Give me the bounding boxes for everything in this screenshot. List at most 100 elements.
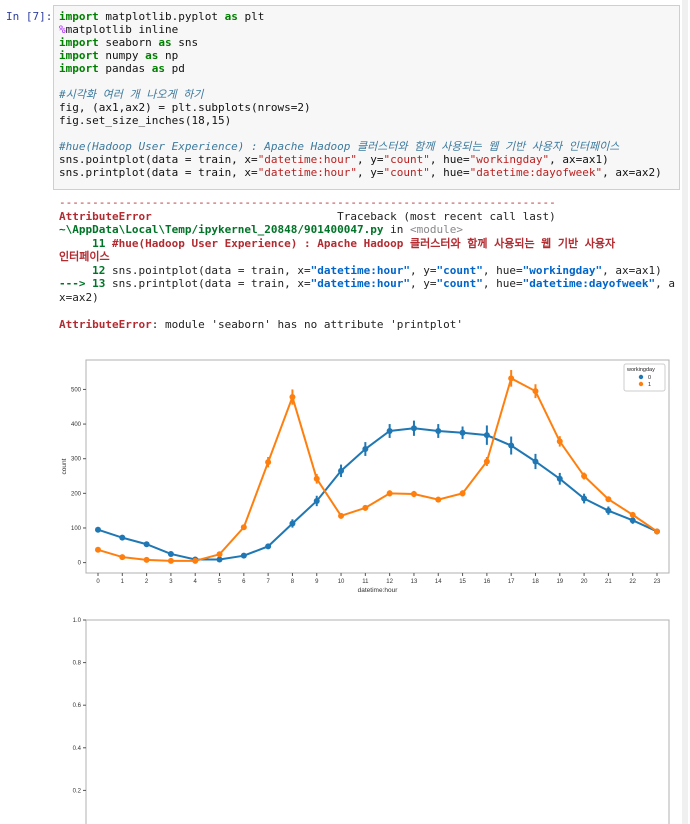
data-point [289,520,296,527]
data-point [581,495,588,502]
x-tick-label: 23 [654,579,661,585]
code-token: as [224,10,238,23]
data-point [265,459,272,466]
out-token: , a [655,277,675,290]
out-token: "count" [436,277,483,290]
y-tick-label: 200 [71,491,82,497]
out-token: sns.pointplot(data = train, x= [111,263,311,277]
legend-marker [638,381,644,387]
y-tick-label: 1.0 [73,618,82,624]
x-tick-label: 3 [169,579,173,585]
out-line: AttributeError Traceback (most recent ca… [59,210,675,224]
plot-area [85,359,670,574]
data-point [362,446,369,453]
y-tick-label: 0.8 [73,661,82,667]
data-point [556,475,563,482]
data-point [240,524,247,531]
code-token: #hue(Hadoop User Experience) : Apache Ha… [59,140,620,153]
out-token: , hue= [482,277,523,290]
legend-box [623,363,666,392]
x-tick-label: 9 [315,579,319,585]
x-tick-label: 4 [194,579,198,585]
code-line: sns.printplot(data = train, x="datetime:… [59,166,662,179]
x-tick-label: 19 [556,579,563,585]
data-point [629,517,636,524]
data-point [629,511,636,518]
out-line: ---> 13 sns.printplot(data = train, x="d… [59,277,675,291]
data-point [167,557,174,564]
out-token: "datetime:hour" [310,263,411,277]
y-tick-label: 100 [71,526,82,532]
out-token: #hue(Hadoop User Experience) : Apache Ha… [111,236,616,250]
out-line: AttributeError: module 'seaborn' has no … [59,318,675,332]
out-token: "workingday" [522,263,603,277]
code-token: "datetime:hour" [257,153,358,166]
data-point [386,428,393,434]
out-token: , y= [410,277,437,290]
x-axis-label: datetime:hour [358,587,399,594]
y-tick-label: 400 [71,422,82,428]
code-line: import pandas as pd [59,62,662,75]
data-point [605,507,612,514]
y-tick-label: 300 [71,457,82,463]
x-tick-label: 0 [96,579,100,585]
data-point [240,552,247,559]
legend-title: workingday [626,367,655,373]
data-point [556,438,563,445]
x-tick-label: 15 [459,579,466,585]
data-point [435,496,442,503]
code-token: pandas [98,62,152,75]
x-tick-label: 8 [291,579,295,585]
y-tick-label: 0.6 [73,703,82,709]
x-tick-label: 7 [266,579,270,585]
out-token: sns.printplot(data = train, x= [111,277,311,290]
code-token: fig.set_size_inches(18,15) [59,114,232,127]
x-tick-label: 13 [411,579,418,585]
page-scrollbar[interactable] [682,0,688,824]
code-cell[interactable]: import matplotlib.pyplot as plt %matplotl… [53,5,680,190]
out-line: 11 #hue(Hadoop User Experience) : Apache… [59,237,675,251]
code-line: %matplotlib inline [59,23,662,36]
x-tick-label: 11 [362,579,369,585]
series-line-1 [97,376,658,562]
data-point [459,490,466,497]
code-line: import matplotlib.pyplot as plt [59,10,662,23]
code-line [59,75,662,88]
code-token: "count" [383,153,430,166]
legend-entry: 1 [648,382,651,388]
data-point [192,557,199,564]
out-token: x=ax2) [59,290,99,304]
code-token: pd [164,62,185,75]
code-line: fig, (ax1,ax2) = plt.subplots(nrows=2) [59,101,662,114]
data-point [313,497,320,504]
y-axis-label: count [61,458,68,474]
data-point [483,432,490,439]
x-tick-label: 17 [508,579,515,585]
out-token: ---> 13 [59,277,112,290]
data-point [95,546,101,553]
code-line: #시각화 여러 개 나오게 하기 [59,88,662,101]
code-token: sns.printplot(data = train, x= [59,166,258,179]
code-token: #시각화 여러 개 나오게 하기 [59,88,204,101]
legend-marker [638,374,644,380]
out-line: 12 sns.pointplot(data = train, x="dateti… [59,264,675,278]
data-point [143,541,150,548]
data-point [119,534,126,541]
data-point [459,429,466,436]
out-token: , ax=ax1) [602,263,662,277]
data-point [338,467,345,474]
code-editor[interactable]: import matplotlib.pyplot as plt %matplotl… [59,10,662,179]
data-point [508,442,515,449]
data-point [435,428,442,434]
data-point [313,475,320,482]
data-point [265,543,272,550]
out-line [59,304,675,318]
code-token: , y= [357,153,384,166]
x-tick-label: 14 [435,579,442,585]
code-token: matplotlib.pyplot [98,10,225,23]
code-token: np [158,49,179,62]
x-tick-label: 21 [605,579,612,585]
code-token: , y= [357,166,384,179]
code-token: % [59,23,66,36]
